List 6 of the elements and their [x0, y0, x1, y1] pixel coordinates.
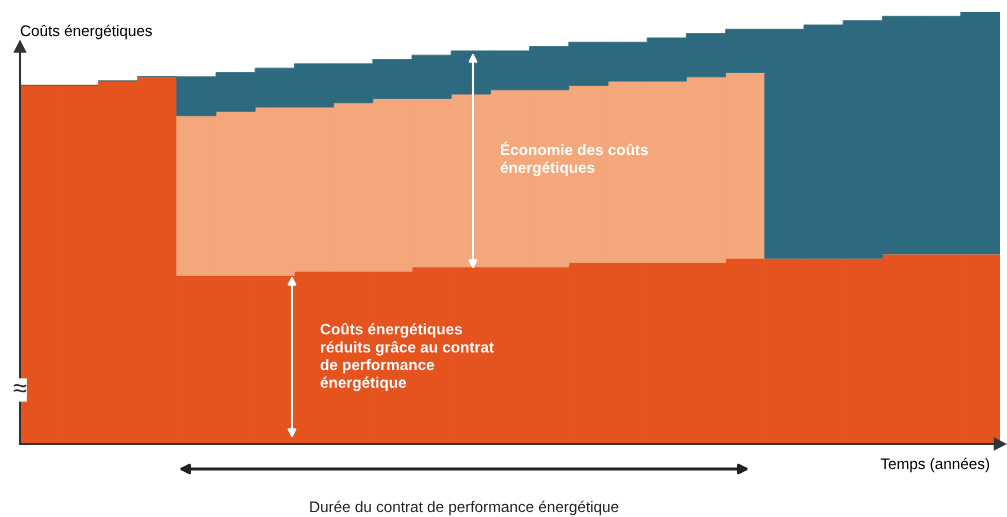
x-axis-title: Temps (années): [880, 457, 990, 473]
text: Durée du contrat de performance énergétique: [310, 500, 619, 516]
annotation: Économie des coûts énergétiques: [500, 141, 648, 177]
y-axis-title: Coûts énergétiques: [20, 24, 152, 40]
annotation: Coûts énergétiques réduits grâce au contrat de performance énergétique: [320, 322, 494, 392]
annotation: ≈: [13, 384, 27, 393]
